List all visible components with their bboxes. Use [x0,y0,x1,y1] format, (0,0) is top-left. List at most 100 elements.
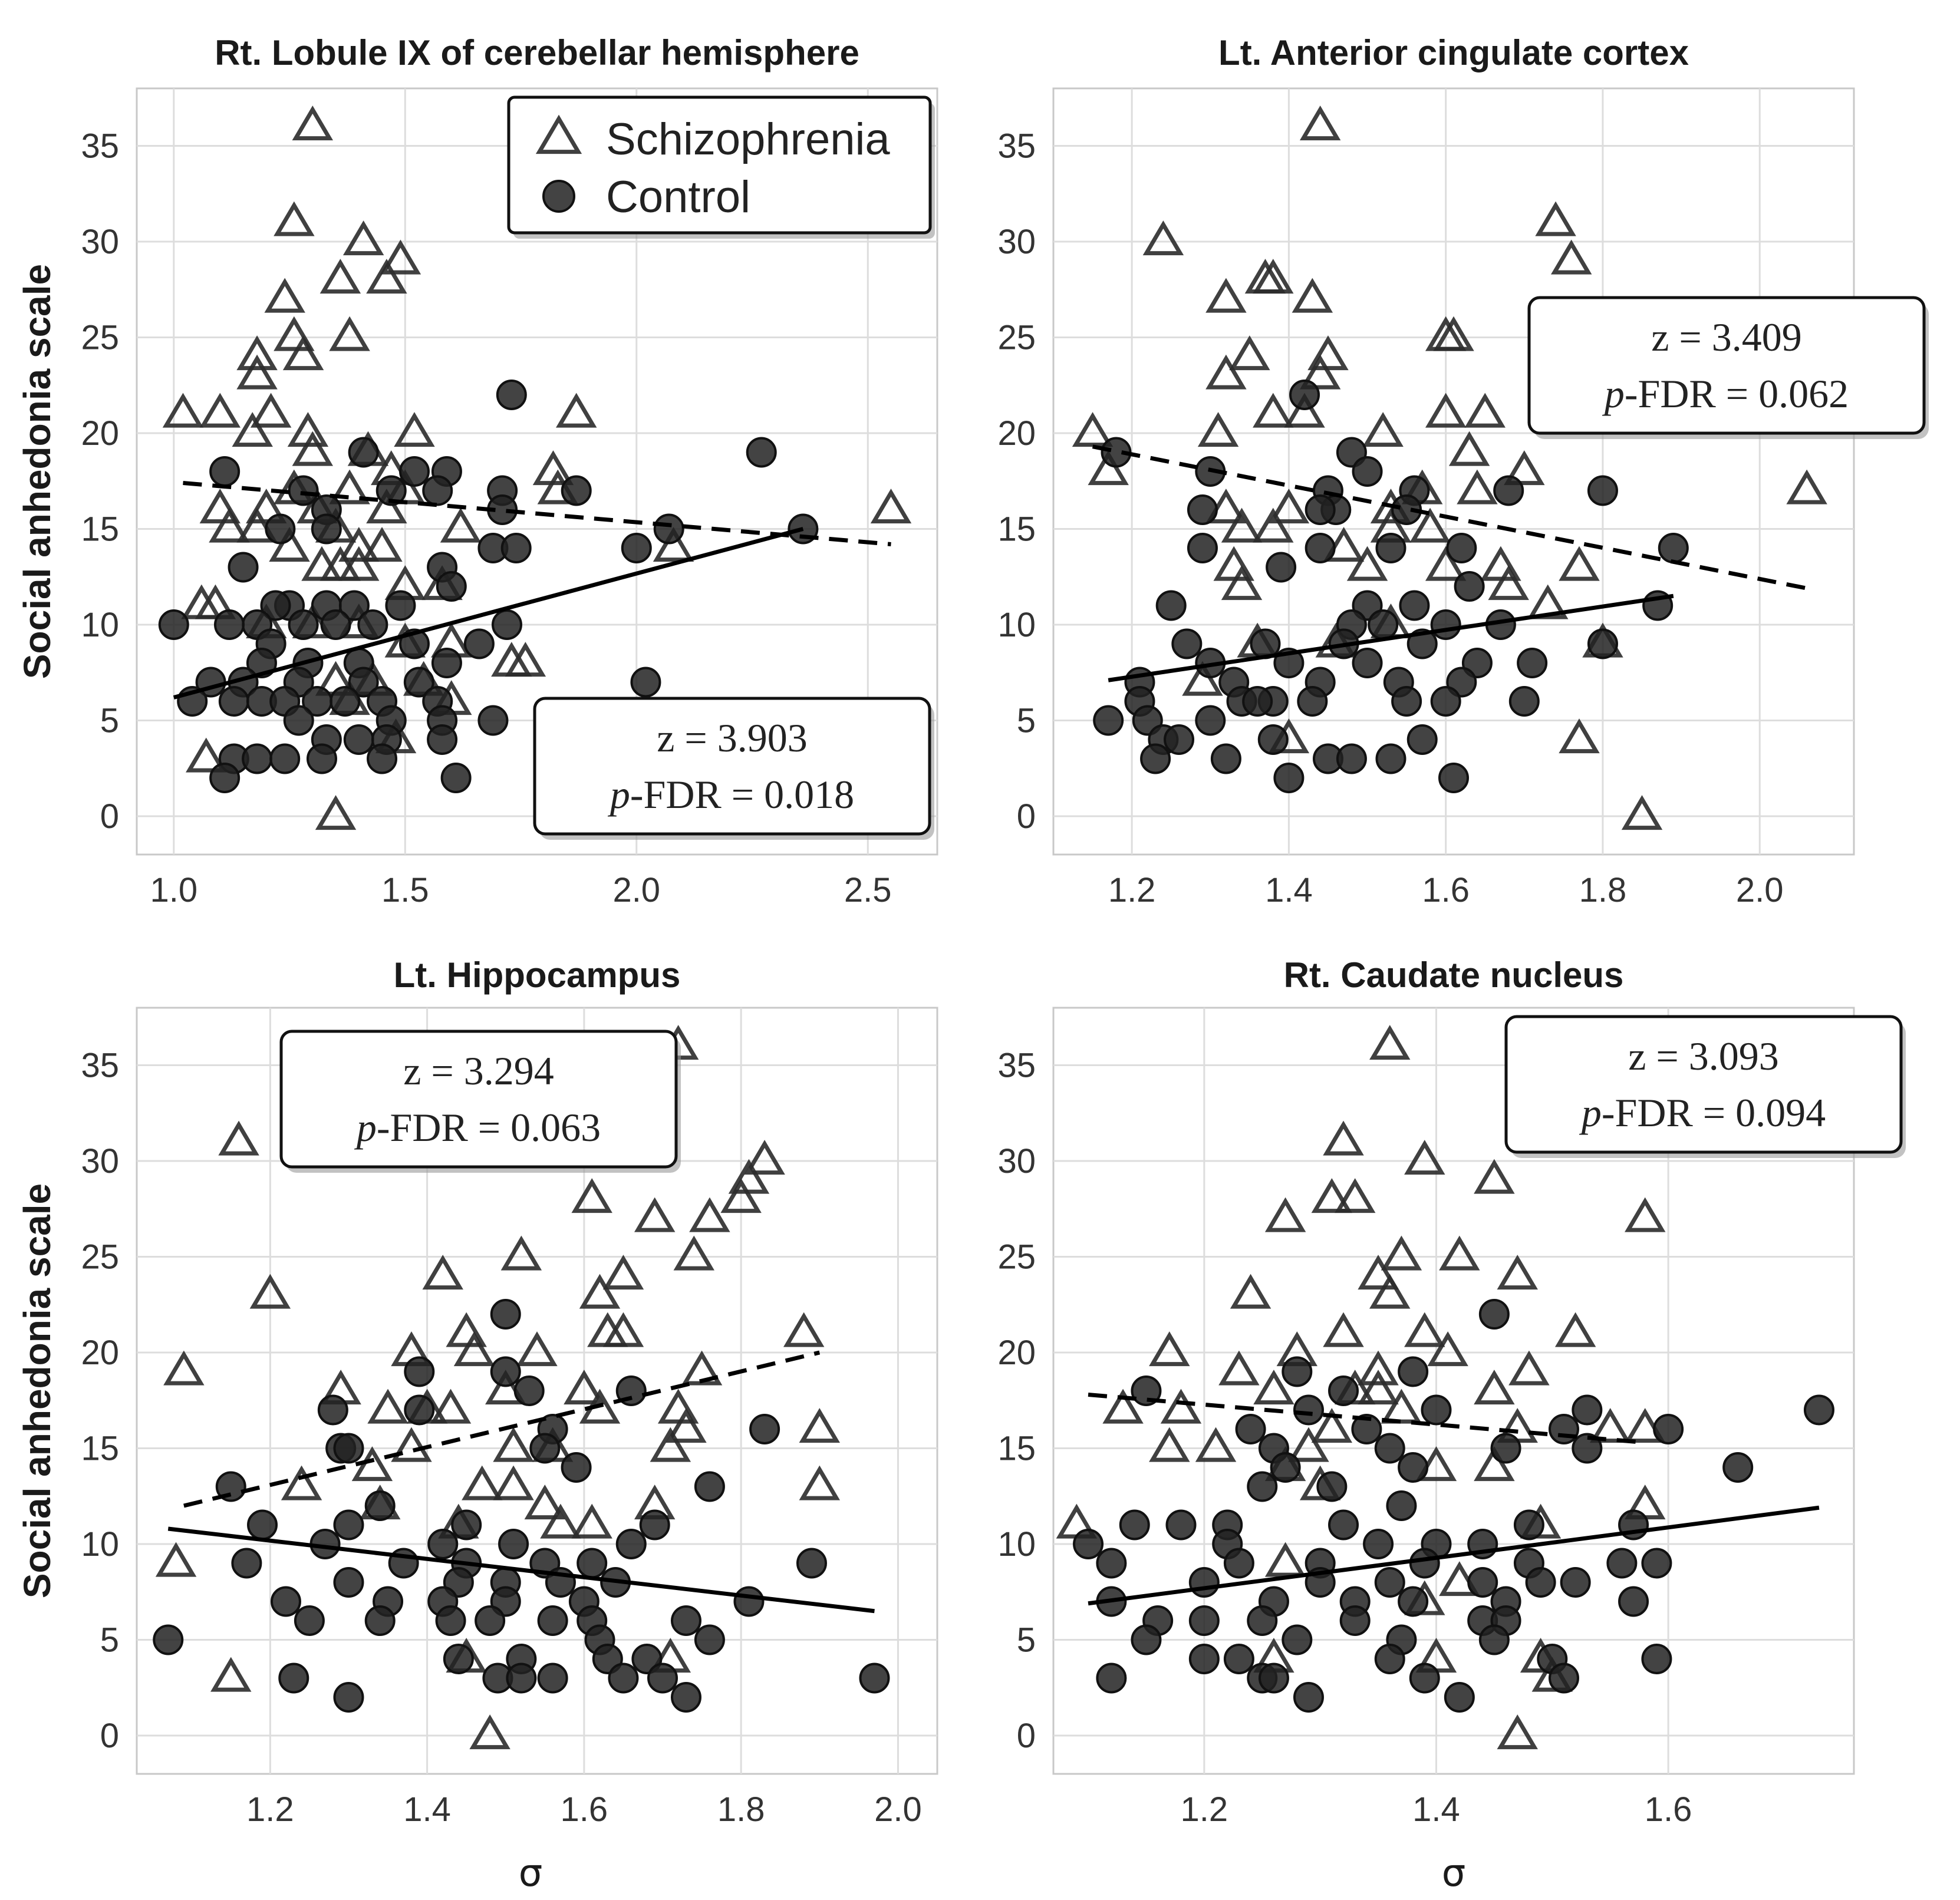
control-fit-line [167,1526,875,1614]
p-fdr-value: p-FDR = 0.018 [608,772,854,817]
schizophrenia-point [540,1503,581,1539]
schizophrenia-point [1425,392,1467,428]
schizophrenia-point [422,1255,463,1290]
schizophrenia-point [870,489,912,524]
control-point [1155,590,1187,621]
control-point [209,456,241,487]
control-point [1119,1509,1150,1541]
control-point [1247,1471,1278,1502]
control-point [1374,1567,1405,1598]
schizophrenia-point [380,239,421,275]
control-point [440,763,472,793]
control-point [1572,1433,1603,1464]
schizophrenia-point [505,642,546,677]
schizophrenia-point [1457,469,1498,504]
control-point [294,1605,325,1636]
schizophrenia-point [1264,1197,1306,1232]
control-point [1508,686,1540,717]
control-point [1187,494,1218,525]
control-point [1399,590,1430,621]
control-point [270,1586,301,1617]
schizophrenia-point [1488,565,1529,601]
schizophrenia-point [1409,507,1451,543]
stat-box: z = 3.093 p-FDR = 0.094 [1504,1015,1906,1158]
control-fit-line [173,527,804,700]
schizophrenia-point [1474,1370,1515,1405]
control-point [630,667,661,698]
control-point [443,1644,474,1674]
control-point [1297,686,1328,717]
schizophrenia-point [1311,1408,1353,1443]
control-point [1430,686,1461,717]
control-point [1467,1567,1498,1598]
control-point [1548,1662,1579,1694]
panel-title: Lt. Anterior cingulate cortex [1218,33,1689,72]
control-point [513,1375,545,1406]
control-point [1223,1548,1254,1579]
schizophrenia-point [1230,1274,1271,1309]
plot-area [136,87,938,856]
panel-title: Rt. Lobule IX of cerebellar hemisphere [215,33,859,72]
control-point [343,724,374,755]
schizophrenia-point [1404,1312,1445,1347]
control-point [537,1605,568,1636]
schizophrenia-point [1323,527,1365,562]
control-point [333,1567,364,1598]
control-point [242,743,273,774]
schizophrenia-point [292,431,334,466]
schizophrenia-point [1504,450,1545,486]
y-tick-label: 35 [81,1047,119,1085]
control-point [1587,475,1618,506]
control-point [1266,552,1297,583]
schizophrenia-point [199,392,241,428]
control-point [1164,724,1195,755]
control-point [385,590,416,621]
legend-circle-icon [542,180,575,213]
control-point [209,763,241,793]
schizophrenia-point [274,201,315,236]
control-point [1525,1567,1556,1598]
schizophrenia-point [1786,469,1827,504]
control-point [1171,628,1203,659]
control-point [1517,648,1548,678]
control-point [1210,743,1241,774]
schizophrenia-point [1369,1025,1411,1060]
x-tick-label: 2.0 [1736,871,1784,909]
control-point [1406,724,1438,755]
control-point [1305,494,1336,525]
control-point [435,1605,466,1636]
control-point [1270,1452,1301,1483]
control-point [1293,1394,1324,1426]
control-point [288,609,319,640]
schizophrenia-point [319,259,361,294]
control-point [1165,1509,1197,1541]
schizophrenia-point [1550,239,1592,275]
control-point [1093,705,1124,736]
x-tick-label: 1.0 [150,871,197,909]
control-point [506,1662,537,1694]
x-tick-label: 1.8 [1579,871,1627,909]
y-tick-label: 35 [997,127,1036,166]
schizophrenia-point [1182,661,1223,696]
schizophrenia-point [1221,565,1263,601]
control-point [1478,1624,1510,1655]
schizophrenia-point [1381,1388,1422,1424]
stat-box: z = 3.903 p-FDR = 0.018 [533,697,934,840]
control-point [1188,1605,1220,1636]
schizophrenia-point [634,1197,676,1232]
schizophrenia-point [162,392,204,428]
control-point [158,609,189,640]
control-point [1223,1644,1254,1674]
y-tick-label: 25 [81,319,119,357]
schizophrenia-point [394,412,435,447]
p-fdr-value: p-FDR = 0.062 [1602,371,1849,416]
schizophrenia-point [440,507,482,543]
control-point [1653,1414,1684,1444]
schizophrenia-point [1149,1331,1190,1367]
y-tick-label: 0 [100,1717,119,1755]
y-tick-label: 20 [997,414,1036,453]
control-point [213,609,245,640]
series-schizophrenia [1056,1025,1666,1750]
schizophrenia-point [236,335,278,371]
